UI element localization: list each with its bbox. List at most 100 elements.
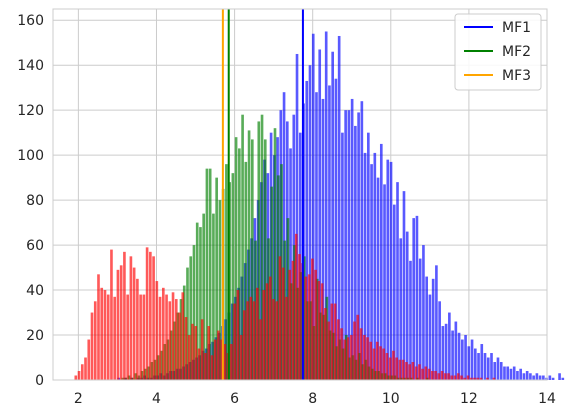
histogram-bar — [276, 175, 280, 380]
histogram-bar — [257, 121, 261, 380]
histogram-bar — [318, 49, 322, 381]
y-tick-label: 80 — [26, 193, 44, 209]
legend-label-mf2: MF2 — [502, 44, 531, 60]
histogram-bar — [346, 337, 350, 380]
histogram-bar — [304, 276, 308, 380]
histogram-bar — [236, 290, 240, 380]
histogram-bar — [396, 182, 399, 380]
histogram-bar — [150, 362, 154, 380]
histogram-bar — [265, 283, 269, 380]
histogram-bar — [416, 377, 419, 380]
histogram-bar — [522, 373, 526, 380]
histogram-bar — [383, 373, 387, 380]
y-axis-ticks: 0 20 40 60 80 100 120 140 160 — [17, 13, 44, 389]
histogram-bar — [93, 301, 97, 380]
histogram-bar — [178, 312, 181, 380]
histogram-bar — [106, 294, 110, 380]
histogram-bar — [295, 53, 299, 380]
histogram-bar — [357, 353, 361, 380]
histogram-bar — [119, 265, 123, 380]
histogram-bar — [389, 161, 393, 380]
x-tick-label: 6 — [230, 391, 239, 407]
histogram-bar — [464, 335, 467, 380]
histogram-bar — [538, 375, 542, 380]
histogram-bar — [87, 339, 91, 380]
histogram-bar — [328, 85, 331, 380]
histogram-bar — [283, 240, 287, 380]
y-tick-label: 100 — [17, 148, 44, 164]
histogram-bar — [473, 377, 476, 380]
histogram-bar — [558, 373, 561, 380]
histogram-bar — [367, 132, 370, 380]
histogram-bar — [121, 377, 124, 380]
histogram-bar — [402, 191, 406, 380]
histogram-bar — [496, 357, 500, 380]
histogram-bar — [281, 267, 285, 380]
histogram-bar — [393, 375, 397, 380]
histogram-bar — [377, 371, 381, 380]
histogram-bar — [312, 326, 316, 380]
histogram-bar — [134, 373, 137, 380]
histogram-bar — [110, 249, 113, 380]
x-tick-label: 2 — [74, 391, 83, 407]
histogram-bar — [542, 375, 545, 380]
histogram-bar — [386, 159, 390, 380]
histogram-bar — [77, 371, 81, 380]
y-tick-label: 0 — [35, 373, 44, 389]
histogram-bar — [168, 301, 172, 380]
histogram-bar — [220, 339, 223, 380]
histogram-bar — [305, 80, 309, 381]
histogram-bar — [144, 368, 147, 380]
histogram-bar — [252, 301, 256, 380]
histogram-bar — [320, 283, 324, 380]
histogram-bar — [204, 353, 207, 380]
histogram-bar — [340, 328, 343, 380]
histogram-bar — [375, 341, 379, 380]
x-tick-label: 12 — [460, 391, 478, 407]
y-tick-label: 60 — [26, 238, 44, 254]
histogram-bar — [480, 344, 484, 380]
histogram-bar — [392, 350, 395, 380]
histogram-bar — [343, 339, 347, 380]
histogram-bar — [199, 227, 202, 380]
histogram-bar — [244, 161, 248, 380]
histogram-bar — [441, 326, 445, 380]
histogram-bar — [428, 294, 432, 380]
histogram-bar — [344, 335, 348, 380]
histogram-bar — [499, 362, 503, 380]
histogram-bar — [372, 348, 376, 380]
histogram-bar — [447, 373, 450, 380]
histogram-bar — [341, 348, 345, 380]
histogram-bar — [406, 377, 410, 380]
histogram-bar — [353, 321, 356, 380]
histogram-bar — [239, 335, 243, 380]
histogram-bar — [90, 312, 94, 380]
histogram-bar — [149, 251, 152, 380]
histogram-bar — [337, 35, 341, 381]
histogram-bar — [463, 377, 467, 380]
histogram-bar — [360, 101, 364, 381]
histogram-bar — [361, 364, 364, 380]
histogram-bar — [405, 231, 409, 380]
x-tick-label: 4 — [152, 391, 161, 407]
legend-label-mf1: MF1 — [502, 20, 531, 36]
histogram-bar — [298, 254, 301, 380]
histogram-bar — [142, 294, 146, 380]
histogram-bar — [103, 290, 107, 380]
histogram-bar — [289, 148, 292, 380]
histogram-bar — [333, 303, 337, 380]
x-tick-label: 10 — [382, 391, 400, 407]
histogram-bar — [448, 312, 451, 380]
histogram-bar — [453, 375, 457, 380]
histogram-bar — [388, 357, 392, 380]
x-tick-label: 14 — [538, 391, 556, 407]
histogram-bar — [356, 314, 360, 380]
histogram-bar — [145, 247, 149, 380]
histogram-bar — [207, 326, 211, 380]
histogram-bar — [139, 294, 142, 380]
histogram-bar — [415, 215, 419, 380]
histogram-bar — [450, 375, 454, 380]
histogram-bar — [249, 296, 253, 380]
histogram-bar — [166, 339, 170, 380]
histogram-bar — [457, 332, 461, 380]
